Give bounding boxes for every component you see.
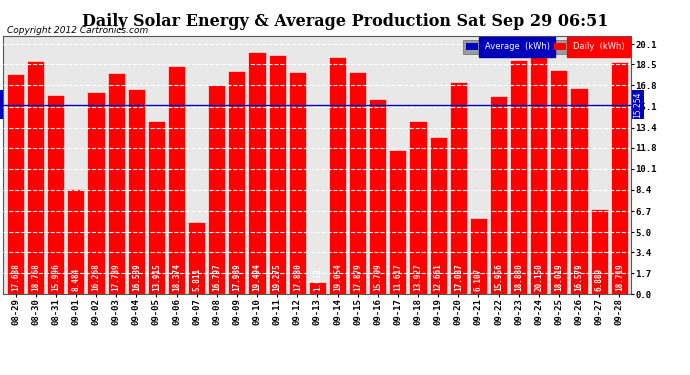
Bar: [27, 61, 44, 294]
Text: 18.719: 18.719: [615, 263, 624, 291]
Bar: [329, 57, 346, 294]
Bar: [530, 44, 547, 294]
Text: 18.768: 18.768: [31, 263, 40, 291]
Text: 18.374: 18.374: [172, 263, 181, 291]
Bar: [248, 52, 266, 294]
Legend: Average  (kWh), Daily  (kWh): Average (kWh), Daily (kWh): [463, 40, 627, 54]
Text: 15.254: 15.254: [633, 92, 642, 118]
Text: Copyright 2012 Cartronics.com: Copyright 2012 Cartronics.com: [7, 26, 148, 35]
Bar: [188, 222, 205, 294]
Text: 18.019: 18.019: [554, 263, 564, 291]
Bar: [309, 282, 326, 294]
Text: 5.811: 5.811: [192, 267, 201, 291]
Bar: [68, 189, 84, 294]
Text: 15.254: 15.254: [0, 92, 1, 118]
Bar: [490, 96, 507, 294]
Text: 15.996: 15.996: [51, 263, 60, 291]
Bar: [450, 82, 467, 294]
Bar: [409, 121, 426, 294]
Text: 13.915: 13.915: [152, 263, 161, 291]
Bar: [611, 62, 628, 294]
Text: 16.268: 16.268: [92, 263, 101, 291]
Bar: [47, 95, 64, 294]
Text: 17.087: 17.087: [454, 263, 463, 291]
Text: 15.956: 15.956: [494, 263, 503, 291]
Text: Daily Solar Energy & Average Production Sat Sep 29 06:51: Daily Solar Energy & Average Production …: [81, 13, 609, 30]
Bar: [349, 72, 366, 294]
Bar: [168, 66, 185, 294]
Text: 1.013: 1.013: [313, 267, 322, 291]
Text: 6.889: 6.889: [595, 267, 604, 291]
Text: 19.494: 19.494: [253, 263, 262, 291]
Text: 11.617: 11.617: [393, 263, 402, 291]
Bar: [430, 137, 446, 294]
Text: 18.880: 18.880: [514, 263, 523, 291]
Bar: [7, 74, 24, 294]
Bar: [228, 70, 246, 294]
Text: 17.789: 17.789: [112, 263, 121, 291]
Bar: [369, 99, 386, 294]
Bar: [268, 55, 286, 294]
Text: 16.539: 16.539: [132, 263, 141, 291]
Text: 16.797: 16.797: [213, 263, 221, 291]
Bar: [510, 60, 527, 294]
Text: 20.150: 20.150: [534, 263, 543, 291]
Text: 19.054: 19.054: [333, 263, 342, 291]
Text: 8.484: 8.484: [71, 267, 81, 291]
Text: 12.661: 12.661: [433, 263, 443, 291]
Text: 17.688: 17.688: [11, 263, 20, 291]
Bar: [389, 150, 406, 294]
Bar: [571, 88, 588, 294]
Text: 13.927: 13.927: [413, 263, 422, 291]
Bar: [470, 218, 487, 294]
Bar: [88, 92, 105, 294]
Text: 17.880: 17.880: [293, 263, 302, 291]
Bar: [551, 70, 567, 294]
Bar: [591, 209, 608, 294]
Bar: [148, 121, 165, 294]
Text: 15.709: 15.709: [373, 263, 382, 291]
Bar: [208, 86, 226, 294]
Text: 17.989: 17.989: [233, 263, 241, 291]
Text: 19.275: 19.275: [273, 263, 282, 291]
Bar: [128, 88, 145, 294]
Text: 16.579: 16.579: [575, 263, 584, 291]
Bar: [108, 73, 125, 294]
Text: 17.879: 17.879: [353, 263, 362, 291]
Bar: [288, 72, 306, 294]
Text: 6.107: 6.107: [474, 267, 483, 291]
